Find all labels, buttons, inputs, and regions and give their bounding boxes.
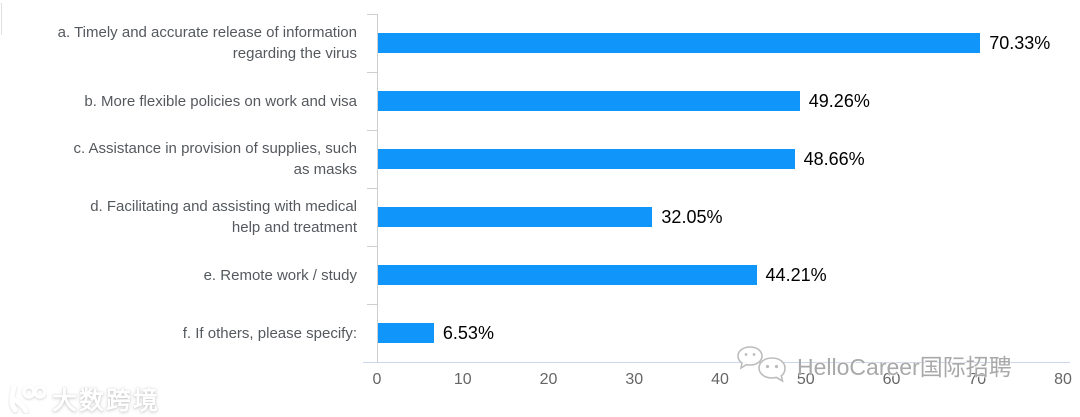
y-axis-tick: [367, 303, 378, 305]
value-label: 32.05%: [661, 206, 723, 227]
bar: [378, 207, 653, 227]
category-label-line: a. Timely and accurate release of inform…: [57, 24, 357, 41]
plot-area: 70.33% 49.26% 48.66% 32.05% 44.21% 6.53%: [367, 14, 1063, 363]
watermark-hellocareer: HelloCareer国际招聘: [736, 344, 1012, 386]
x-tick-label: 60: [882, 371, 901, 388]
value-label: 70.33%: [989, 32, 1051, 53]
category-label-line: as masks: [293, 161, 357, 178]
y-axis-tick: [367, 72, 378, 73]
category-label: e. Remote work / study: [0, 246, 357, 304]
watermark-hellocareer-text: HelloCareer国际招聘: [797, 354, 1012, 380]
x-tick-label: 80: [1054, 371, 1072, 388]
x-tick-label: 0: [372, 371, 382, 388]
x-axis-line: [363, 362, 1070, 363]
x-tick-label: 30: [625, 371, 644, 388]
k100-logo-icon: [5, 384, 47, 414]
bar-row: 32.05%: [378, 188, 1063, 246]
value-label: 6.53%: [442, 322, 494, 343]
x-tick-label: 40: [711, 371, 729, 388]
page-edge-line: [1, 3, 2, 35]
bar-row: 48.66%: [378, 130, 1063, 188]
bar: [378, 265, 757, 285]
y-axis-tick: [367, 129, 378, 131]
y-axis-tick: [367, 246, 378, 247]
value-label: 49.26%: [808, 90, 870, 111]
category-axis-labels: a. Timely and accurate release of inform…: [0, 14, 357, 362]
wechat-bubbles-icon: [736, 344, 794, 386]
watermark-dashu: 大数跨境: [5, 384, 161, 415]
bar-row: 44.21%: [378, 246, 1063, 304]
category-label: d. Facilitating and assisting with medic…: [0, 188, 357, 246]
y-axis-tick: [367, 14, 378, 15]
x-tick-label: 20: [539, 371, 558, 388]
bar-row: 70.33%: [378, 14, 1063, 72]
category-label-line: d. Facilitating and assisting with medic…: [90, 198, 357, 215]
value-label: 44.21%: [765, 264, 827, 285]
bar-rows: 70.33% 49.26% 48.66% 32.05% 44.21% 6.53%: [378, 14, 1063, 362]
category-label: f. If others, please specify:: [0, 304, 357, 362]
category-label-line: e. Remote work / study: [203, 266, 357, 284]
x-tick-label: 70: [968, 371, 987, 388]
category-label-line: b. More flexible policies on work and vi…: [84, 92, 357, 110]
category-label: a. Timely and accurate release of inform…: [0, 14, 357, 72]
bar: [378, 91, 800, 111]
bar: [378, 323, 434, 343]
category-label-line: regarding the virus: [232, 45, 357, 62]
x-tick-label: 50: [796, 371, 815, 388]
watermark-dashu-text: 大数跨境: [52, 387, 161, 415]
x-axis-labels: 0 10 20 30 40 50 60 70 80: [373, 371, 1072, 391]
bar-row: 49.26%: [378, 72, 1063, 130]
value-label: 48.66%: [803, 148, 865, 169]
x-tick-label: 10: [453, 371, 472, 388]
category-label: b. More flexible policies on work and vi…: [0, 72, 357, 130]
category-label: c. Assistance in provision of supplies, …: [0, 130, 357, 188]
y-axis-tick: [367, 188, 378, 189]
category-label-line: f. If others, please specify:: [182, 324, 357, 342]
category-label-line: help and treatment: [231, 219, 357, 236]
bar-row: 6.53%: [378, 304, 1063, 362]
bar: [378, 33, 981, 53]
bar: [378, 149, 795, 169]
category-label-line: c. Assistance in provision of supplies, …: [73, 140, 357, 157]
